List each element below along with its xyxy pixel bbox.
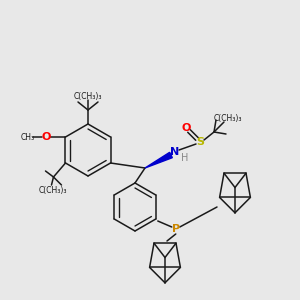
- Text: C(CH₃)₃: C(CH₃)₃: [214, 113, 242, 122]
- Text: P: P: [172, 224, 180, 234]
- Polygon shape: [145, 152, 172, 168]
- Text: CH₃: CH₃: [20, 134, 34, 142]
- Text: H: H: [181, 153, 189, 163]
- Text: N: N: [170, 147, 180, 157]
- Text: S: S: [196, 137, 204, 147]
- Text: O: O: [181, 123, 191, 133]
- Text: C(CH₃)₃: C(CH₃)₃: [74, 92, 102, 100]
- Text: O: O: [42, 132, 51, 142]
- Text: C(CH₃)₃: C(CH₃)₃: [38, 187, 67, 196]
